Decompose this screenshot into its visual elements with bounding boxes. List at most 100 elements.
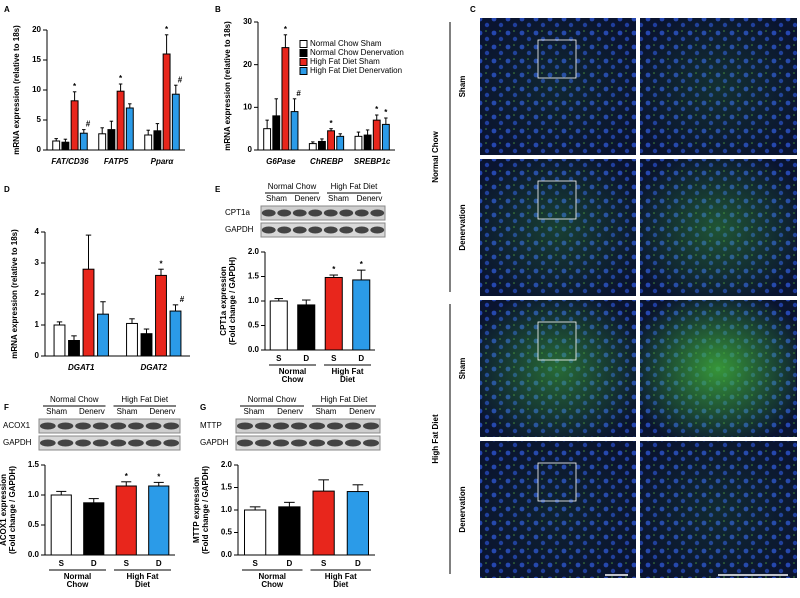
- legend-label: Normal Chow Sham: [310, 39, 382, 48]
- bar: [153, 130, 162, 151]
- y-axis-label: ACOX1 expression: [0, 474, 8, 546]
- blot-band: [370, 226, 385, 234]
- y-tick-label: 5: [37, 115, 42, 124]
- x-tick-label: D: [358, 354, 364, 363]
- error-bar: [292, 98, 297, 112]
- blot-lane-label: Sham: [46, 407, 67, 416]
- error-bar: [158, 268, 164, 276]
- blot-lane-label: Sham: [328, 194, 349, 203]
- x-tick-label: S: [276, 354, 282, 363]
- inset-box: [537, 462, 577, 502]
- error-bar: [365, 129, 370, 136]
- x-tick-label: ChREBP: [310, 157, 344, 166]
- panel-letter: A: [4, 5, 10, 14]
- bar: [336, 135, 345, 151]
- blot-band: [237, 422, 253, 430]
- error-bar: [283, 34, 288, 48]
- x-tick-label: S: [321, 559, 327, 568]
- y-axis-label: (Fold change / GAPDH): [8, 466, 17, 554]
- group-label: Normal Chow: [431, 130, 440, 182]
- error-bar: [356, 269, 366, 280]
- micrograph-signal: [480, 441, 636, 578]
- error-bar: [128, 103, 132, 108]
- blot-band: [363, 439, 379, 447]
- inset-box: [537, 180, 577, 220]
- micrograph-signal: [640, 300, 796, 437]
- y-tick-label: 1.5: [28, 460, 40, 469]
- error-bar: [100, 301, 106, 315]
- bar: [162, 53, 171, 151]
- blot-lane-label: Denerv: [295, 194, 321, 203]
- y-tick-label: 3: [35, 258, 40, 267]
- blot-lane-label: Denerv: [357, 194, 383, 203]
- blot-band: [255, 439, 271, 447]
- blot-band: [327, 439, 343, 447]
- group-label: High Fat: [127, 572, 159, 581]
- y-tick-label: 20: [32, 25, 41, 34]
- y-tick-label: 10: [32, 85, 41, 94]
- blot-row-label: GAPDH: [225, 225, 254, 234]
- inset-box: [537, 321, 577, 361]
- bar: [272, 115, 281, 151]
- blot-band: [291, 422, 307, 430]
- group-label: Diet: [333, 580, 348, 589]
- significance-mark: *: [360, 260, 364, 269]
- error-bar: [109, 120, 114, 130]
- blot-band: [323, 226, 338, 234]
- error-bar: [155, 123, 160, 131]
- significance-mark: *: [157, 473, 161, 482]
- blot-group-label: High Fat Diet: [121, 395, 168, 404]
- y-tick-label: 0.5: [248, 321, 260, 330]
- blot-band: [339, 226, 354, 234]
- x-tick-label: D: [286, 559, 292, 568]
- bar: [116, 90, 125, 151]
- bar: [126, 322, 138, 357]
- micrograph-signal: [480, 159, 636, 296]
- blot-band: [345, 422, 361, 430]
- blot-band: [339, 209, 354, 217]
- error-bar: [146, 129, 150, 135]
- x-tick-label: D: [303, 354, 309, 363]
- bar: [290, 111, 299, 151]
- error-bar: [329, 274, 339, 278]
- blot-band: [261, 209, 276, 217]
- error-bar: [274, 298, 284, 301]
- bar: [281, 47, 290, 151]
- micrograph-signal: [480, 18, 636, 155]
- error-bar: [72, 91, 77, 101]
- blot-group-label: Normal Chow: [268, 182, 317, 191]
- error-bar: [121, 481, 132, 486]
- bar: [97, 313, 109, 357]
- y-tick-label: 2.0: [221, 460, 233, 469]
- x-tick-label: DGAT1: [68, 363, 95, 372]
- blot-lane-label: Denerv: [79, 407, 105, 416]
- blot-membrane: [235, 435, 381, 451]
- significance-mark: #: [296, 89, 301, 98]
- error-bar: [311, 141, 315, 144]
- legend-label: Normal Chow Denervation: [310, 48, 404, 57]
- blot-band: [163, 439, 180, 447]
- y-tick-label: 1: [35, 320, 40, 329]
- y-axis-label: (Fold change / GAPDH): [201, 466, 210, 554]
- bar: [308, 143, 317, 151]
- blot-band: [255, 422, 271, 430]
- bar: [244, 509, 267, 556]
- y-tick-label: 2.0: [248, 247, 260, 256]
- blot-band: [309, 439, 325, 447]
- blot-band: [323, 209, 338, 217]
- micrograph-signal: [480, 300, 636, 437]
- error-bar: [384, 117, 388, 125]
- blot-lane-label: Sham: [316, 407, 337, 416]
- blot-band: [308, 226, 323, 234]
- blot-band: [57, 422, 74, 430]
- blot-band: [39, 422, 56, 430]
- x-tick-label: S: [331, 354, 337, 363]
- blot-band: [345, 439, 361, 447]
- error-bar: [329, 128, 333, 131]
- y-tick-label: 10: [243, 102, 252, 111]
- error-bar: [301, 299, 311, 305]
- bar: [318, 140, 326, 151]
- blot-group-label: Normal Chow: [50, 395, 99, 404]
- bar: [372, 119, 381, 151]
